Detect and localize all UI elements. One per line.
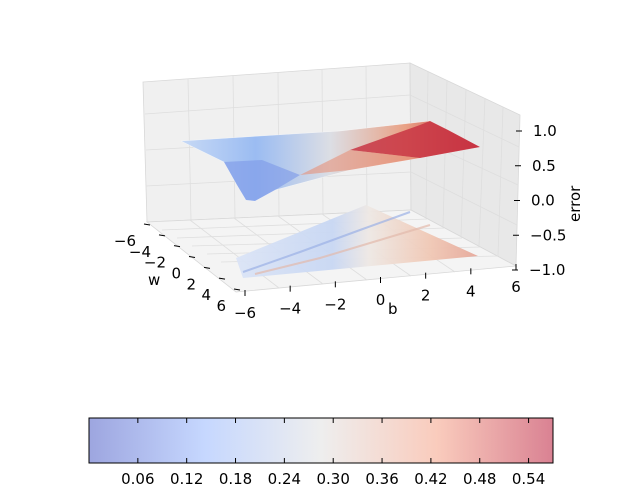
error-surface — [180, 120, 481, 202]
surface-valley — [224, 160, 300, 201]
w-tick-label: −2 — [144, 254, 166, 272]
z-axis-label: error — [566, 185, 584, 222]
z-tick-label: 0.0 — [531, 192, 555, 210]
colorbar-tick-label: 0.12 — [170, 470, 203, 488]
colorbar-ticks: 0.06 0.12 0.18 0.24 0.30 0.36 0.42 0.48 0.54 — [121, 418, 545, 488]
b-tick-label: 4 — [466, 282, 476, 300]
colorbar-tick-label: 0.42 — [414, 470, 447, 488]
w-tick-mark — [233, 288, 241, 291]
z-tick-label: 1.0 — [533, 122, 557, 140]
colorbar-tick-label: 0.06 — [121, 470, 154, 488]
colorbar-gradient — [89, 418, 553, 463]
colorbar-tick-label: 0.36 — [365, 470, 398, 488]
w-tick-mark — [143, 223, 151, 226]
floor-contour-fill — [236, 205, 478, 278]
colorbar-tick-label: 0.24 — [268, 470, 301, 488]
colorbar-tick-label: 0.54 — [512, 470, 545, 488]
b-tick-label: −2 — [324, 295, 346, 313]
w-tick-mark — [173, 245, 181, 248]
surface-ridge — [350, 121, 480, 158]
z-axis: −1.0 −0.5 0.0 0.5 1.0 — [512, 122, 566, 279]
colorbar-tick-label: 0.48 — [463, 470, 496, 488]
colorbar-tick-label: 0.18 — [219, 470, 252, 488]
w-tick-label: −4 — [129, 243, 151, 261]
surface-slope — [300, 150, 420, 175]
w-tick-label: 2 — [186, 275, 196, 293]
floor-contour-band-2 — [254, 224, 431, 275]
w-tick-mark — [203, 266, 211, 269]
floor-contour-band — [242, 211, 411, 273]
colorbar-tick-label: 0.30 — [317, 470, 350, 488]
z-tick-label: −0.5 — [530, 226, 566, 244]
w-tick-label: 0 — [171, 265, 181, 283]
w-tick-mark — [188, 256, 196, 258]
w-tick-label: 4 — [201, 286, 211, 304]
x-axis-label: w — [148, 271, 160, 289]
b-tick-label: −6 — [234, 304, 256, 322]
b-tick-label: 2 — [421, 287, 431, 305]
z-tick-label: −1.0 — [529, 261, 565, 279]
w-tick-label: 6 — [216, 297, 226, 315]
colorbar: 0.06 0.12 0.18 0.24 0.30 0.36 0.42 0.48 0.54 — [88, 417, 554, 488]
floor-contour — [236, 205, 478, 278]
z-tick-label: 0.5 — [532, 157, 556, 175]
b-tick-label: −4 — [279, 300, 301, 318]
y-axis-label: b — [388, 300, 398, 318]
w-tick-label: −6 — [114, 232, 136, 250]
w-tick-mark — [158, 234, 166, 237]
b-axis: −6 −4 −2 0 2 4 6 — [234, 264, 521, 322]
b-tick-label: 6 — [511, 278, 521, 296]
w-tick-mark — [218, 277, 226, 280]
colorbar-frame — [88, 417, 554, 464]
b-tick-label: 0 — [376, 291, 386, 309]
